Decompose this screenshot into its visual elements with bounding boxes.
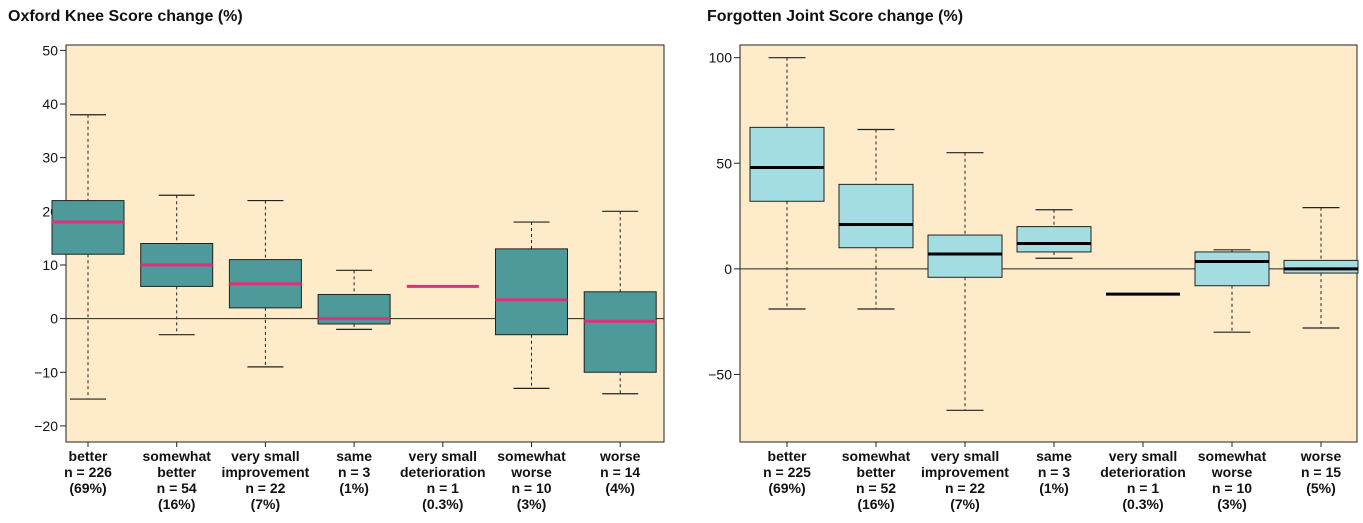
fjs-category-label: (5%) <box>1306 480 1336 496</box>
fjs-y-tick-label: 0 <box>724 261 732 277</box>
fjs-category-label: (16%) <box>857 496 894 512</box>
fjs-category-label: n = 225 <box>763 464 811 480</box>
fjs-box <box>1194 251 1270 287</box>
oks-category-label: same <box>336 448 372 464</box>
fjs-category-label: (7%) <box>950 496 980 512</box>
oks-category-label: n = 226 <box>64 464 112 480</box>
oks-y-tick-label: 50 <box>42 42 58 58</box>
fjs-category-label: worse <box>1300 448 1342 464</box>
oks-category-label: (1%) <box>339 480 369 496</box>
oks-category-label: (16%) <box>158 496 195 512</box>
oks-category-label: n = 10 <box>511 480 551 496</box>
fjs-category-label: (1%) <box>1039 480 1069 496</box>
fjs-category-label: better <box>857 464 896 480</box>
fjs-category-label: worse <box>1211 464 1253 480</box>
oks-category-label: better <box>157 464 196 480</box>
fjs-category-label: somewhat <box>1198 448 1267 464</box>
oks-category-label: n = 1 <box>427 480 460 496</box>
oks-category-label: better <box>69 448 108 464</box>
oks-category-label: (0.3%) <box>422 496 463 512</box>
oks-category-label: worse <box>599 448 641 464</box>
fjs-category-label: (0.3%) <box>1122 496 1163 512</box>
fjs-category-label: n = 52 <box>856 480 896 496</box>
fjs-category-label: very small <box>931 448 1000 464</box>
oks-y-tick-label: 30 <box>42 150 58 166</box>
fjs-category-label: n = 3 <box>1038 464 1071 480</box>
oks-y-tick-label: 0 <box>50 311 58 327</box>
fjs-y-tick-label: 50 <box>716 155 732 171</box>
oks-category-label: (7%) <box>251 496 281 512</box>
fjs-category-label: same <box>1036 448 1072 464</box>
oks-category-label: very small <box>409 448 478 464</box>
oks-category-label: somewhat <box>142 448 211 464</box>
fjs-category-label: deterioration <box>1100 464 1186 480</box>
oks-category-label: n = 3 <box>338 464 371 480</box>
oks-box <box>495 248 568 336</box>
fjs-box <box>749 126 825 202</box>
oks-category-label: n = 54 <box>157 480 197 496</box>
fjs-box <box>1283 259 1359 274</box>
fjs-box <box>1016 226 1092 253</box>
oks-category-label: (3%) <box>517 496 547 512</box>
oks-y-tick-label: −10 <box>34 364 58 380</box>
oks-category-label: n = 22 <box>245 480 285 496</box>
oks-y-tick-label: 10 <box>42 257 58 273</box>
fjs-box <box>838 183 914 249</box>
oks-box <box>51 200 125 255</box>
oks-y-tick-label: 40 <box>42 96 58 112</box>
oks-category-label: (69%) <box>69 480 106 496</box>
oks-category-label: (4%) <box>605 480 635 496</box>
oks-category-label: improvement <box>221 464 309 480</box>
fjs-category-label: improvement <box>921 464 1009 480</box>
oks-category-label: very small <box>231 448 300 464</box>
fjs-category-label: (3%) <box>1217 496 1247 512</box>
oks-category-label: somewhat <box>497 448 566 464</box>
fjs-category-label: (69%) <box>768 480 805 496</box>
fjs-category-label: better <box>768 448 807 464</box>
chart-title-oxford: Oxford Knee Score change (%) <box>8 8 243 25</box>
fjs-category-label: n = 10 <box>1212 480 1252 496</box>
fjs-category-label: very small <box>1109 448 1178 464</box>
fjs-category-label: n = 15 <box>1301 464 1341 480</box>
fjs-y-tick-label: −50 <box>708 366 732 382</box>
chart-title-forgotten-joint: Forgotten Joint Score change (%) <box>707 8 964 25</box>
fjs-category-label: n = 22 <box>945 480 985 496</box>
oks-y-tick-label: −20 <box>34 418 58 434</box>
fjs-category-label: somewhat <box>842 448 911 464</box>
oks-category-label: n = 14 <box>600 464 640 480</box>
fjs-category-label: n = 1 <box>1127 480 1160 496</box>
oks-category-label: deterioration <box>400 464 486 480</box>
oks-box <box>583 291 657 373</box>
fjs-box <box>927 234 1003 278</box>
fjs-y-tick-label: 100 <box>709 50 733 66</box>
oks-category-label: worse <box>510 464 552 480</box>
